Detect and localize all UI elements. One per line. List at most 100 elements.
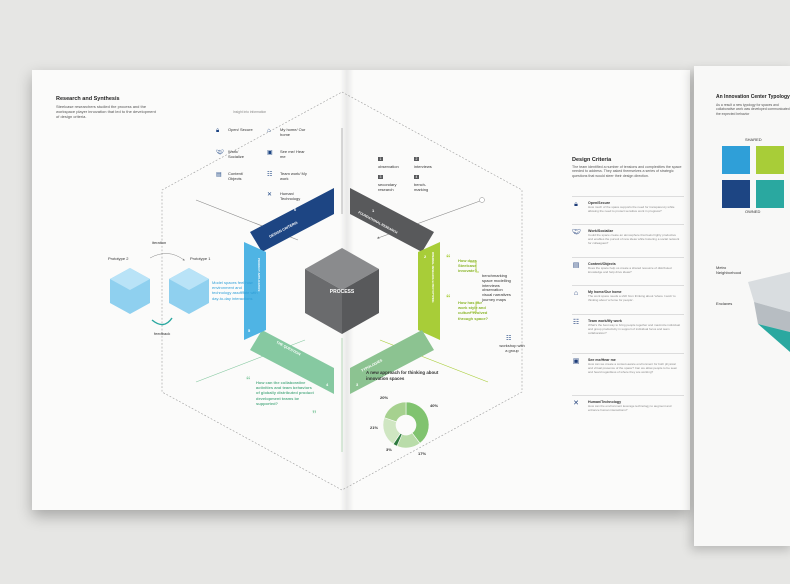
donut-label: 3% bbox=[386, 447, 392, 452]
criteria-title: Team work/My work bbox=[588, 319, 622, 323]
enclaves-label: Enclaves bbox=[716, 301, 733, 306]
criteria-divider bbox=[572, 285, 684, 286]
internal-quote-2: How has our work style and culture evolv… bbox=[458, 300, 489, 321]
criteria-title: See me/Hear me bbox=[588, 358, 616, 362]
criteria-intro: The team identified a number of tensions… bbox=[572, 165, 682, 178]
internal-quote-1: How does Steelcase innovate? bbox=[458, 258, 477, 274]
criteria-label: Team work/ My work bbox=[280, 171, 307, 181]
donut-slice bbox=[405, 401, 430, 444]
criteria-title: Human/Technology bbox=[588, 400, 622, 404]
typology-body: As a result a new typology for spaces an… bbox=[716, 103, 790, 116]
criteria-divider bbox=[572, 196, 684, 197]
prototype-1-label: Prototype 1 bbox=[190, 256, 211, 261]
segment-foundational-research bbox=[350, 188, 434, 252]
metro-label: Metro Neighborhood bbox=[716, 265, 742, 275]
criteria-title: Open/Secure bbox=[588, 201, 611, 205]
segment-product-application bbox=[244, 242, 266, 340]
typology-tile bbox=[722, 146, 750, 174]
human-tech-icon: ✕ bbox=[573, 400, 579, 407]
prototype-cubes bbox=[110, 253, 209, 326]
objects-icon: ▤ bbox=[572, 262, 580, 269]
prototype-2-label: Prototype 2 bbox=[108, 256, 129, 261]
criteria-desc: How can the environment leverage technol… bbox=[588, 404, 672, 412]
method-item: space modelling bbox=[482, 277, 511, 283]
objects-icon: ▤ bbox=[216, 172, 222, 178]
research-label: interviews bbox=[414, 164, 432, 169]
handshake-icon: 🤝︎ bbox=[216, 150, 224, 156]
criteria-title: Work/Socialize bbox=[588, 229, 614, 233]
segment-number-0: 0 bbox=[294, 207, 297, 212]
donut-label: 17% bbox=[418, 451, 427, 456]
research-node-circle bbox=[479, 197, 485, 203]
typology-tile bbox=[722, 180, 750, 208]
criteria-label: My home/ Our home bbox=[280, 127, 306, 137]
prototype-description: Model spaces feel how environment and te… bbox=[212, 280, 258, 301]
criteria-label: Open/ Secure bbox=[228, 127, 253, 132]
criteria-divider bbox=[572, 314, 684, 315]
research-number: 1 bbox=[378, 157, 383, 162]
criteria-label: See me/ Hear me bbox=[280, 149, 305, 159]
typology-heading: An Innovation Center Typology bbox=[716, 94, 790, 100]
workshop-group-icon: ☷ bbox=[506, 336, 512, 342]
donut-slice bbox=[383, 401, 407, 423]
typology-shape-accent bbox=[758, 324, 790, 352]
criteria-title: Content/Objects bbox=[588, 262, 616, 266]
team-icon: ☷ bbox=[267, 172, 273, 178]
criteria-label: Content/ Objects bbox=[228, 171, 244, 181]
handshake-icon: 🤝︎ bbox=[572, 229, 581, 236]
question-quote: How can the collaborative activities and… bbox=[256, 380, 314, 406]
research-label: bench- marking bbox=[414, 182, 429, 192]
segment-label-2: INTERNAL RESEARCH & PROTOTYPING bbox=[431, 252, 435, 303]
segment-typologies bbox=[350, 330, 434, 394]
criteria-desc: Could the space create an atmosphere tha… bbox=[588, 233, 680, 245]
research-number: 3 bbox=[378, 175, 383, 180]
segment-internal-research bbox=[418, 242, 440, 340]
person-badge-icon: ▣ bbox=[572, 358, 580, 365]
typology-tile bbox=[756, 146, 784, 174]
criteria-divider bbox=[572, 257, 684, 258]
typology-shape-dark bbox=[754, 302, 790, 332]
segment-label-5: PRODUCT APPLICATION bbox=[257, 258, 261, 291]
methods-bracket-2 bbox=[470, 301, 479, 313]
method-item: observation bbox=[482, 287, 503, 293]
quote-mark-icon: “ bbox=[446, 253, 451, 263]
segment-design-criteria bbox=[250, 188, 334, 252]
criteria-divider bbox=[572, 395, 684, 396]
research-number: 4 bbox=[414, 175, 419, 180]
criteria-label: Work/ Socialize bbox=[228, 149, 245, 159]
team-icon: ☷ bbox=[572, 319, 580, 326]
quote-mark-icon: ” bbox=[312, 409, 317, 419]
typology-donut-chart bbox=[382, 401, 430, 449]
criteria-desc: Does the space help us create a shared r… bbox=[588, 266, 672, 274]
quote-mark-icon: “ bbox=[246, 375, 251, 385]
typology-shape bbox=[748, 272, 790, 352]
segment-the-question bbox=[250, 330, 334, 394]
method-item: journey maps bbox=[482, 296, 507, 302]
research-label: secondary research bbox=[378, 182, 397, 192]
criteria-heading: Design Criteria bbox=[572, 157, 612, 163]
process-center-label: PROCESS bbox=[330, 289, 355, 295]
research-number: 2 bbox=[414, 157, 419, 162]
workshop-label: workshop with a group bbox=[499, 343, 525, 353]
criteria-desc: The work space needs a shift from thinki… bbox=[588, 294, 676, 302]
typology-shape-light bbox=[748, 272, 790, 312]
lock-icon: 🔒︎ bbox=[216, 128, 220, 134]
method-item: visual narratives bbox=[482, 292, 511, 298]
feedback-label: feedback bbox=[154, 331, 171, 336]
feedback-arrow bbox=[151, 317, 173, 326]
method-item: benchmarking bbox=[482, 273, 508, 278]
lock-icon: 🔒︎ bbox=[574, 201, 578, 208]
criteria-desc: How can we create a context-aware enviro… bbox=[588, 362, 678, 374]
donut-label: 40% bbox=[430, 403, 439, 408]
process-cube-left bbox=[305, 269, 342, 334]
left-caption: Insight into information bbox=[233, 110, 267, 114]
typology-tile bbox=[756, 180, 784, 208]
segment-number-2: 2 bbox=[424, 254, 427, 259]
house-icon: ⌂ bbox=[573, 290, 579, 297]
criteria-divider bbox=[572, 224, 684, 225]
prototype-1-cube-face bbox=[169, 268, 209, 290]
method-item: interviews bbox=[482, 282, 500, 288]
research-label: observation bbox=[378, 164, 399, 169]
